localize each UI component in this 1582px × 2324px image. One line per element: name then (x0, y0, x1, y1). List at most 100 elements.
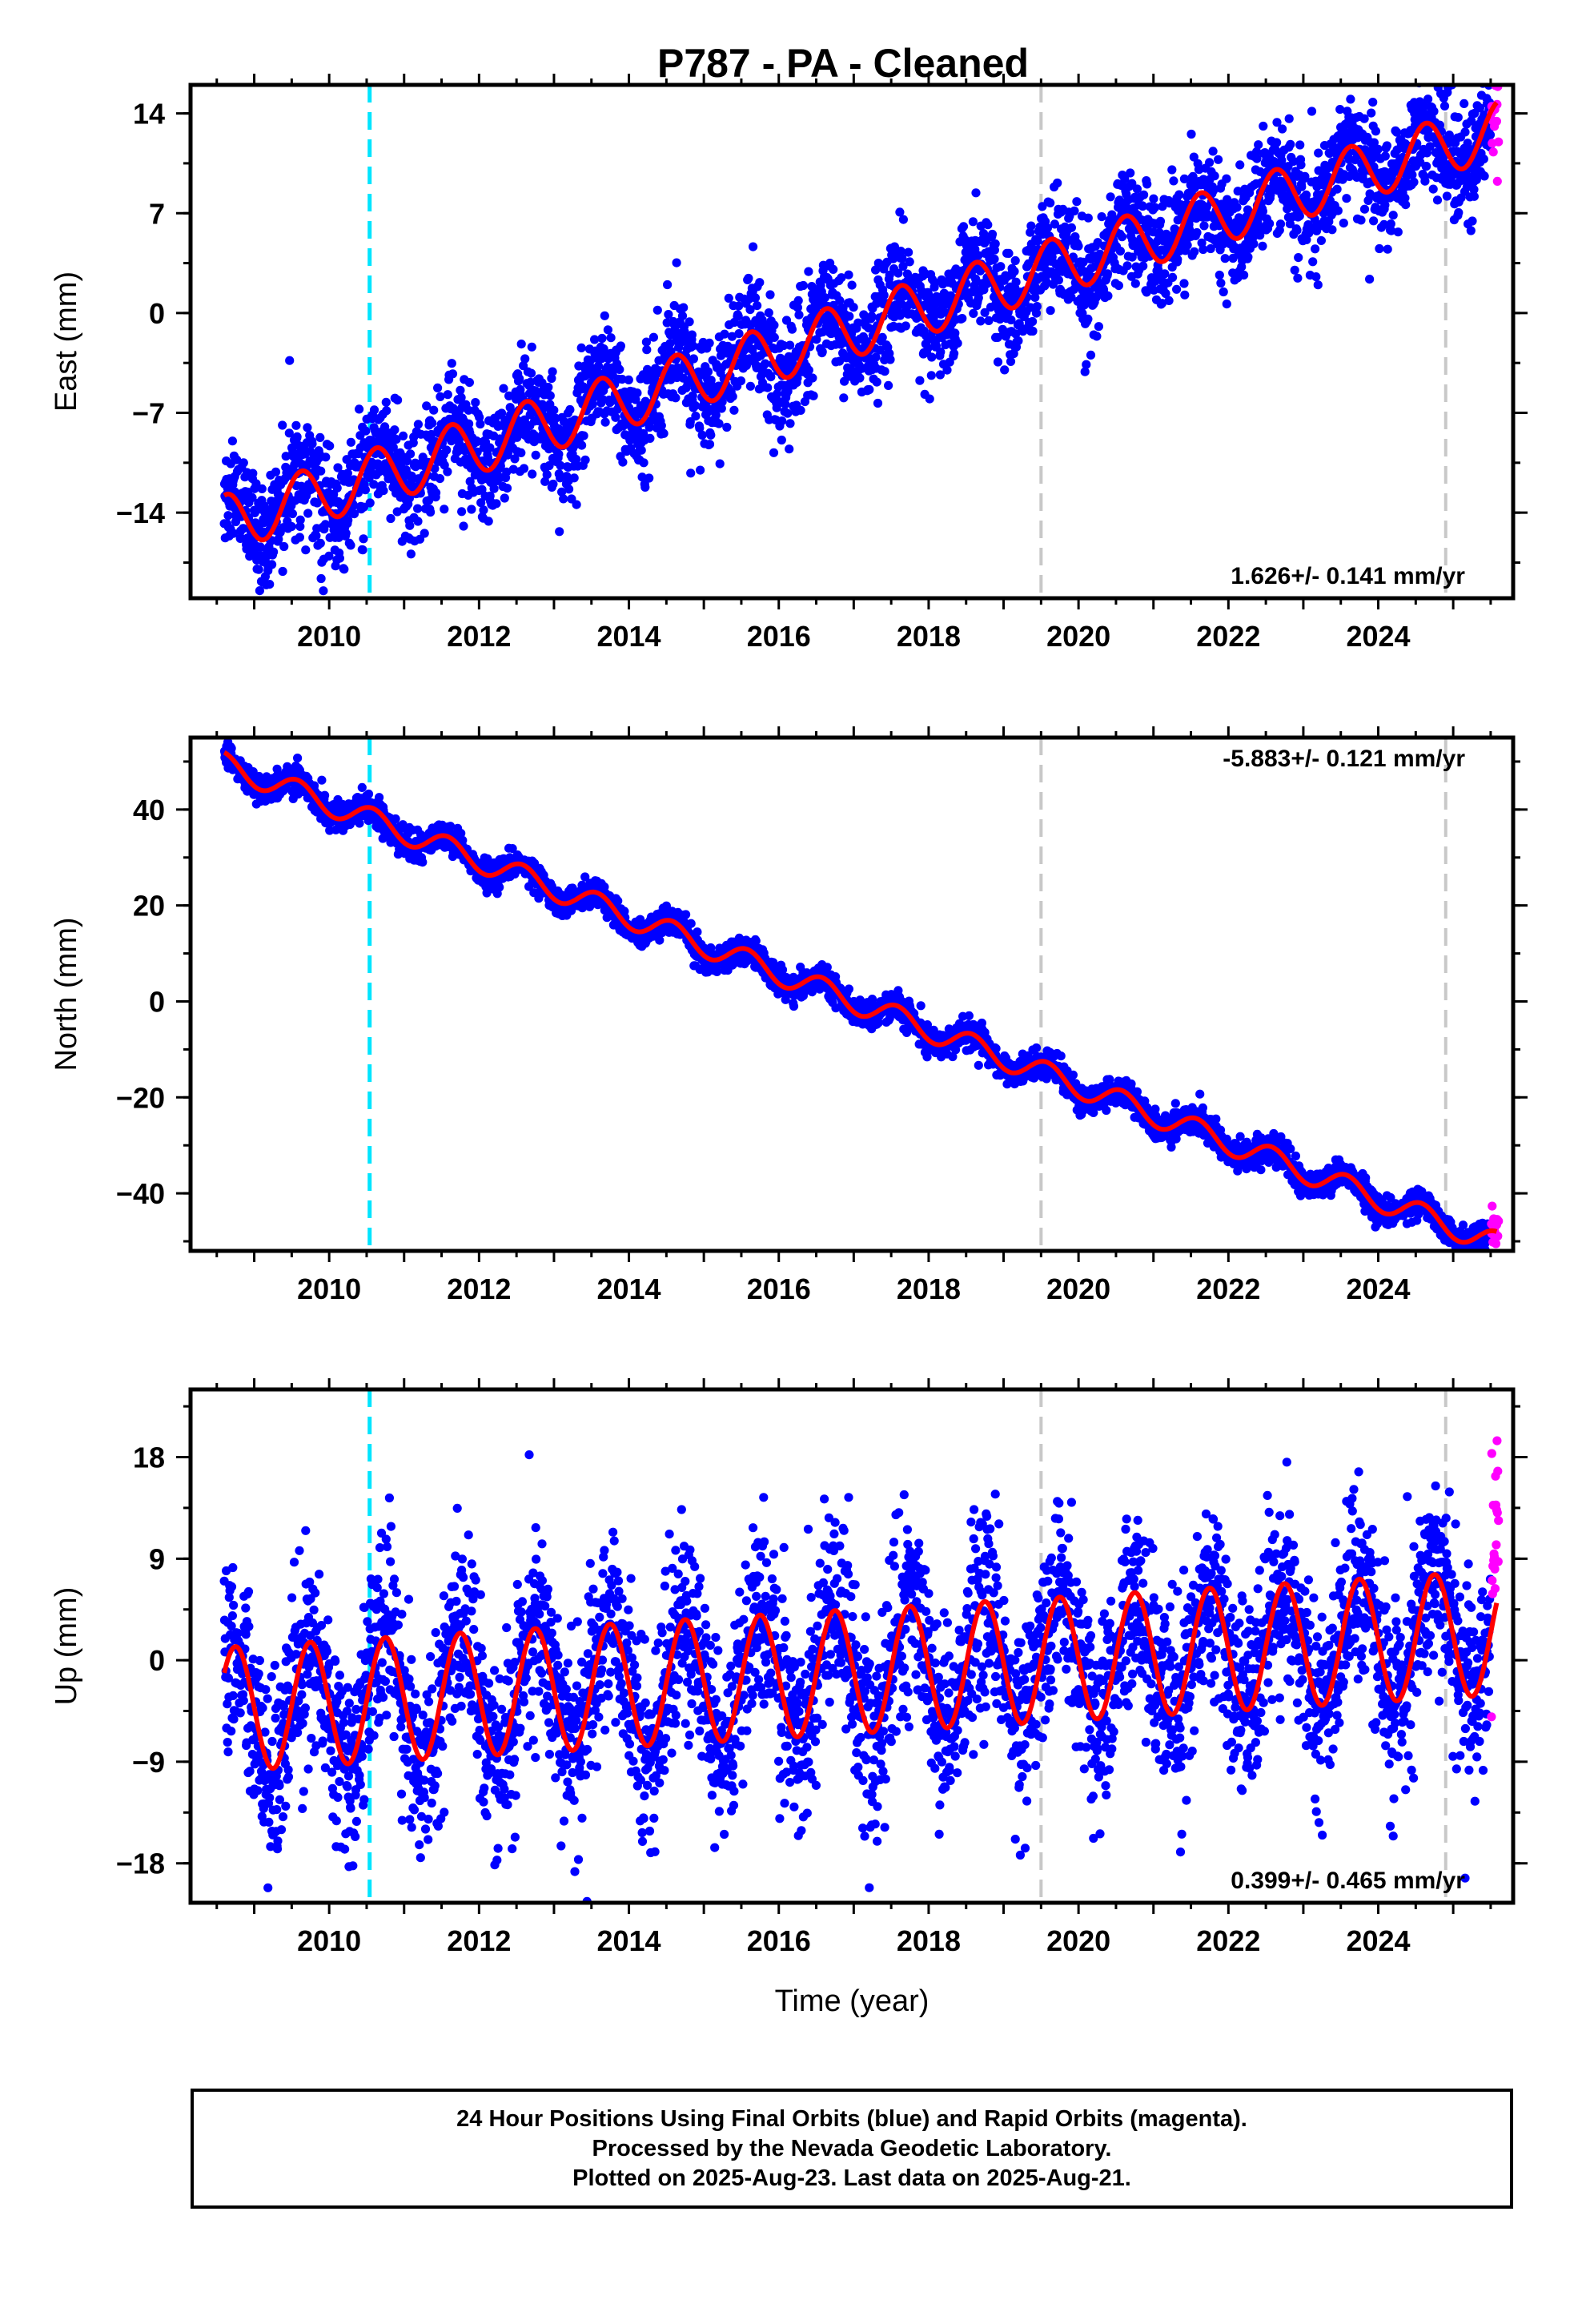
data-point (777, 416, 787, 426)
data-point (1259, 121, 1268, 131)
y-tick-label-east-3: −7 (132, 397, 165, 430)
data-point (1368, 98, 1378, 107)
data-point (429, 405, 439, 415)
data-point (696, 465, 705, 475)
data-point (448, 369, 458, 379)
data-point (1208, 147, 1218, 156)
data-point (729, 405, 739, 415)
data-point (293, 754, 303, 763)
data-point (1468, 216, 1477, 226)
rapid-point (1488, 147, 1498, 157)
data-point (572, 500, 581, 509)
data-point (950, 348, 959, 358)
data-point (969, 308, 978, 318)
data-point (642, 345, 652, 355)
data-point (485, 443, 495, 452)
data-point (904, 247, 913, 257)
data-point (386, 513, 396, 524)
data-point (402, 456, 412, 466)
data-point (727, 332, 737, 341)
data-point (639, 458, 648, 468)
data-point (905, 257, 914, 267)
data-point (580, 455, 590, 464)
data-point (579, 431, 588, 440)
data-point (359, 534, 368, 544)
data-point (502, 467, 512, 476)
data-point (1275, 219, 1286, 229)
data-point (884, 380, 893, 390)
data-point (829, 264, 838, 274)
data-point (1050, 219, 1059, 229)
data-point (440, 505, 449, 514)
data-point (1323, 163, 1332, 173)
data-point (476, 498, 486, 508)
model-curve-east (223, 101, 1499, 543)
data-point (879, 291, 889, 300)
data-point (720, 329, 729, 339)
data-point (227, 743, 236, 754)
data-point (706, 430, 716, 440)
data-point (247, 493, 257, 503)
data-point (1126, 168, 1135, 178)
data-point (361, 426, 371, 436)
panel-east: 2010 2012 2014 2016 2018 2020 2022 20241470−7−1… (50, 74, 1528, 653)
data-point (659, 428, 669, 438)
data-point (688, 391, 697, 400)
data-point (1138, 261, 1148, 271)
data-point (1066, 223, 1076, 232)
data-point (733, 312, 743, 321)
data-point (1356, 215, 1366, 225)
data-point (1467, 116, 1476, 126)
data-point (1161, 288, 1170, 299)
data-point (1114, 281, 1123, 291)
data-point (664, 310, 673, 320)
data-point (1235, 160, 1245, 170)
data-point (1308, 257, 1318, 267)
panel-north: 2010 2012 2014 2016 2018 2020 2022 202440200−20… (50, 726, 1528, 1305)
data-point (749, 242, 758, 251)
data-point (598, 395, 608, 404)
data-point (632, 388, 642, 398)
data-point (971, 188, 981, 198)
data-point (898, 215, 908, 224)
data-point (714, 419, 724, 428)
data-point (475, 412, 484, 422)
data-point (569, 473, 579, 483)
data-point (640, 482, 650, 493)
data-point (616, 341, 626, 351)
data-point (1419, 101, 1429, 111)
data-point (381, 397, 391, 407)
data-point (315, 538, 325, 549)
data-point (307, 439, 317, 448)
data-point (1332, 184, 1342, 194)
data-point (358, 545, 367, 555)
data-point (495, 434, 505, 444)
data-point (316, 573, 326, 584)
data-point (896, 247, 905, 256)
data-point (456, 392, 466, 402)
data-point (847, 280, 857, 290)
data-point (1138, 201, 1147, 211)
data-point (464, 405, 473, 415)
data-point (1407, 170, 1417, 179)
data-point (717, 397, 727, 407)
data-point (1205, 158, 1215, 167)
data-point (685, 417, 695, 427)
data-point (722, 422, 732, 432)
data-point (736, 376, 746, 386)
rapid-point (1492, 116, 1501, 127)
data-point (315, 432, 325, 443)
data-point (292, 432, 302, 442)
data-point (1359, 114, 1369, 123)
data-point (1272, 138, 1282, 147)
chart-title: P787 - PA - Cleaned (657, 41, 1029, 86)
data-point (324, 551, 334, 561)
data-point (812, 335, 821, 344)
data-point (980, 308, 990, 317)
data-point (229, 529, 239, 538)
data-point (1297, 182, 1307, 191)
data-point (265, 580, 275, 589)
data-point (637, 472, 647, 482)
data-point (1011, 277, 1021, 287)
